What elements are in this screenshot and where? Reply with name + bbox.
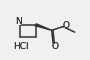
Text: O: O bbox=[62, 21, 69, 30]
Bar bbox=[16, 19, 21, 25]
Bar bbox=[64, 23, 68, 28]
Text: HCl: HCl bbox=[13, 42, 29, 51]
Bar bbox=[53, 45, 57, 49]
Text: O: O bbox=[62, 21, 69, 30]
Text: O: O bbox=[52, 42, 59, 51]
Text: N: N bbox=[15, 17, 22, 26]
Polygon shape bbox=[35, 24, 52, 30]
Text: O: O bbox=[52, 42, 59, 51]
Text: N: N bbox=[15, 17, 22, 26]
Text: HCl: HCl bbox=[13, 42, 29, 51]
